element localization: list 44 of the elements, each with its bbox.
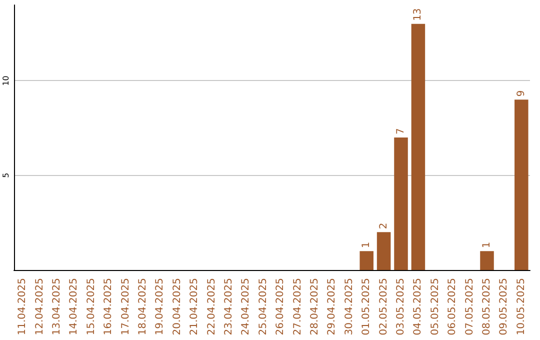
data-label: 13: [412, 8, 424, 21]
bar: [514, 100, 528, 270]
x-tick-label: 27.04.2025: [292, 278, 304, 336]
x-tick-label: 12.04.2025: [34, 278, 46, 336]
x-tick-label: 22.04.2025: [206, 278, 218, 336]
bar: [394, 138, 408, 270]
x-tick-label: 29.04.2025: [326, 278, 338, 336]
x-tick-label: 14.04.2025: [68, 278, 80, 336]
x-tick-label: 04.05.2025: [412, 278, 424, 336]
x-tick-label: 23.04.2025: [224, 278, 234, 336]
x-tick-label: 09.05.2025: [498, 278, 510, 336]
y-tick-label: 10: [2, 76, 10, 86]
x-tick-label: 28.04.2025: [310, 278, 320, 336]
x-tick-label: 10.05.2025: [516, 278, 527, 336]
x-tick-label: 11.04.2025: [17, 278, 28, 336]
x-tick-label: 20.04.2025: [172, 278, 183, 336]
data-label: 2: [378, 222, 390, 230]
x-tick-label: 18.04.2025: [138, 278, 148, 336]
x-tick-label: 30.04.2025: [344, 278, 355, 336]
bar: [480, 251, 494, 270]
x-tick-label: 26.04.2025: [275, 278, 286, 336]
x-tick-label: 13.04.2025: [52, 278, 62, 336]
x-tick-label: 08.05.2025: [482, 278, 492, 336]
x-tick-label: 21.04.2025: [189, 278, 200, 336]
x-tick-label: 01.05.2025: [361, 278, 372, 336]
x-tick-label: 24.04.2025: [240, 278, 252, 336]
data-label: 9: [516, 90, 527, 97]
x-tick-label: 17.04.2025: [120, 278, 132, 336]
x-tick-label: 06.05.2025: [447, 278, 458, 336]
x-tick-label: 07.05.2025: [464, 278, 476, 336]
data-label: 1: [482, 242, 492, 248]
bar: [411, 24, 426, 270]
y-tick-label: 5: [2, 172, 10, 178]
x-tick-label: 15.04.2025: [86, 278, 97, 336]
x-tick-label: 16.04.2025: [103, 278, 114, 336]
bar: [376, 232, 391, 270]
x-tick-label: 03.05.2025: [396, 278, 406, 336]
x-tick-label: 02.05.2025: [378, 278, 390, 336]
x-tick-label: 19.04.2025: [154, 278, 166, 336]
x-tick-label: 05.05.2025: [430, 278, 441, 336]
data-label: 7: [396, 128, 406, 134]
bar: [360, 251, 374, 270]
x-tick-label: 25.04.2025: [258, 278, 269, 336]
data-label: 1: [361, 242, 372, 248]
